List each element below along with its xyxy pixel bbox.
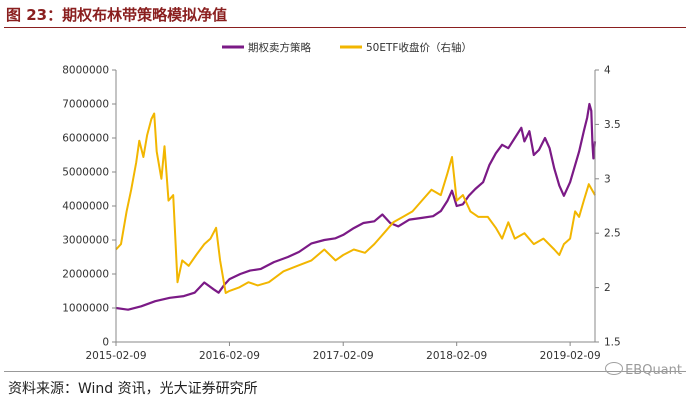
watermark-text: EBQuant <box>625 363 682 378</box>
y-left-tick-label: 2000000 <box>62 269 109 281</box>
y-right-tick-label: 3 <box>604 173 611 185</box>
chart: 期权卖方策略 50ETF收盘价（右轴） 0 1000000 2000000 300000… <box>62 41 620 363</box>
legend-label-1: 期权卖方策略 <box>248 41 311 54</box>
source-note: 资料来源：Wind 资讯，光大证券研究所 <box>8 381 258 397</box>
y-right-tick-label: 1.5 <box>604 337 621 349</box>
y-right-tick-label: 3.5 <box>604 119 621 131</box>
legend-label-2: 50ETF收盘价（右轴） <box>366 41 472 54</box>
wechat-icon <box>605 362 624 375</box>
bottom-rule <box>4 371 686 372</box>
series-line-2 <box>115 112 596 294</box>
y-left-tick-label: 7000000 <box>62 99 109 111</box>
y-left-tick-label: 4000000 <box>62 201 109 213</box>
y-left-tick-label: 8000000 <box>62 65 109 77</box>
legend: 期权卖方策略 50ETF收盘价（右轴） <box>222 41 472 54</box>
y-left-tick-label: 5000000 <box>62 167 109 179</box>
y-left-tick-label: 3000000 <box>62 235 109 247</box>
axes: 0 1000000 2000000 3000000 4000000 5000000 6000… <box>62 65 620 363</box>
y-right-tick-label: 2 <box>604 282 611 294</box>
y-right-tick-label: 2.5 <box>604 228 621 240</box>
series-line-1 <box>115 102 597 311</box>
y-right-tick-label: 4 <box>604 65 611 77</box>
y-left-tick-label: 0 <box>102 337 109 349</box>
y-left-tick-label: 6000000 <box>62 133 109 145</box>
x-tick-label: 2017-02-09 <box>313 350 374 362</box>
x-tick-label: 2016-02-09 <box>199 350 260 362</box>
figure-title: 图 23：期权布林带策略模拟净值 <box>6 6 228 24</box>
x-tick-label: 2018-02-09 <box>426 350 487 362</box>
x-tick-label: 2019-02-09 <box>540 350 601 362</box>
watermark: EBQuant <box>605 362 682 378</box>
title-rule <box>4 27 686 28</box>
series-lines <box>115 102 597 311</box>
x-tick-label: 2015-02-09 <box>85 350 146 362</box>
y-left-tick-label: 1000000 <box>62 303 109 315</box>
